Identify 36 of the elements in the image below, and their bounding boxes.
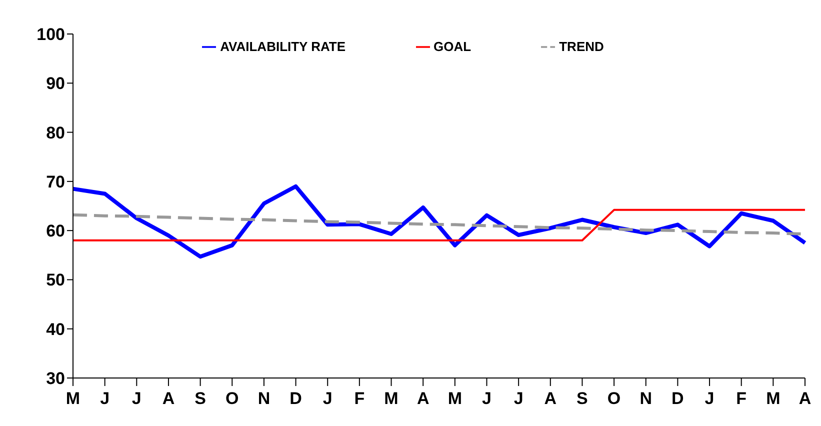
x-tick-label: M	[66, 389, 80, 408]
x-tick-label: A	[416, 389, 430, 408]
x-tick-label: M	[384, 389, 398, 408]
y-tick-label: 60	[46, 222, 65, 241]
x-tick-label: M	[766, 389, 780, 408]
y-tick-label: 40	[46, 320, 65, 339]
y-tick-label: 100	[36, 25, 65, 44]
legend-label: TREND	[559, 39, 604, 54]
x-tick-label: J	[132, 389, 142, 408]
legend-label: AVAILABILITY RATE	[220, 39, 346, 54]
x-tick-label: F	[736, 389, 747, 408]
x-tick-label: A	[544, 389, 557, 408]
x-tick-label: S	[576, 389, 588, 408]
x-tick-label: M	[448, 389, 462, 408]
x-tick-label: D	[672, 389, 684, 408]
y-tick-label: 70	[46, 172, 65, 192]
x-tick-label: J	[100, 389, 110, 408]
x-tick-label: J	[482, 389, 492, 408]
x-tick-label: A	[162, 389, 175, 408]
x-tick-label: N	[640, 389, 652, 408]
legend-label: GOAL	[434, 39, 472, 54]
x-tick-label: F	[354, 389, 365, 408]
x-tick-label: S	[194, 389, 206, 408]
x-tick-label: A	[798, 389, 812, 408]
x-tick-label: J	[704, 389, 714, 408]
y-tick-label: 50	[46, 270, 65, 290]
y-tick-label: 30	[46, 369, 65, 388]
x-tick-label: O	[226, 389, 239, 408]
x-tick-label: O	[607, 389, 621, 408]
x-tick-label: J	[514, 389, 524, 408]
x-tick-label: D	[290, 389, 302, 408]
x-tick-label: J	[322, 389, 332, 408]
y-tick-label: 80	[46, 123, 65, 142]
x-tick-label: N	[258, 389, 270, 408]
y-tick-label: 90	[46, 74, 65, 94]
line-series	[71, 184, 807, 259]
